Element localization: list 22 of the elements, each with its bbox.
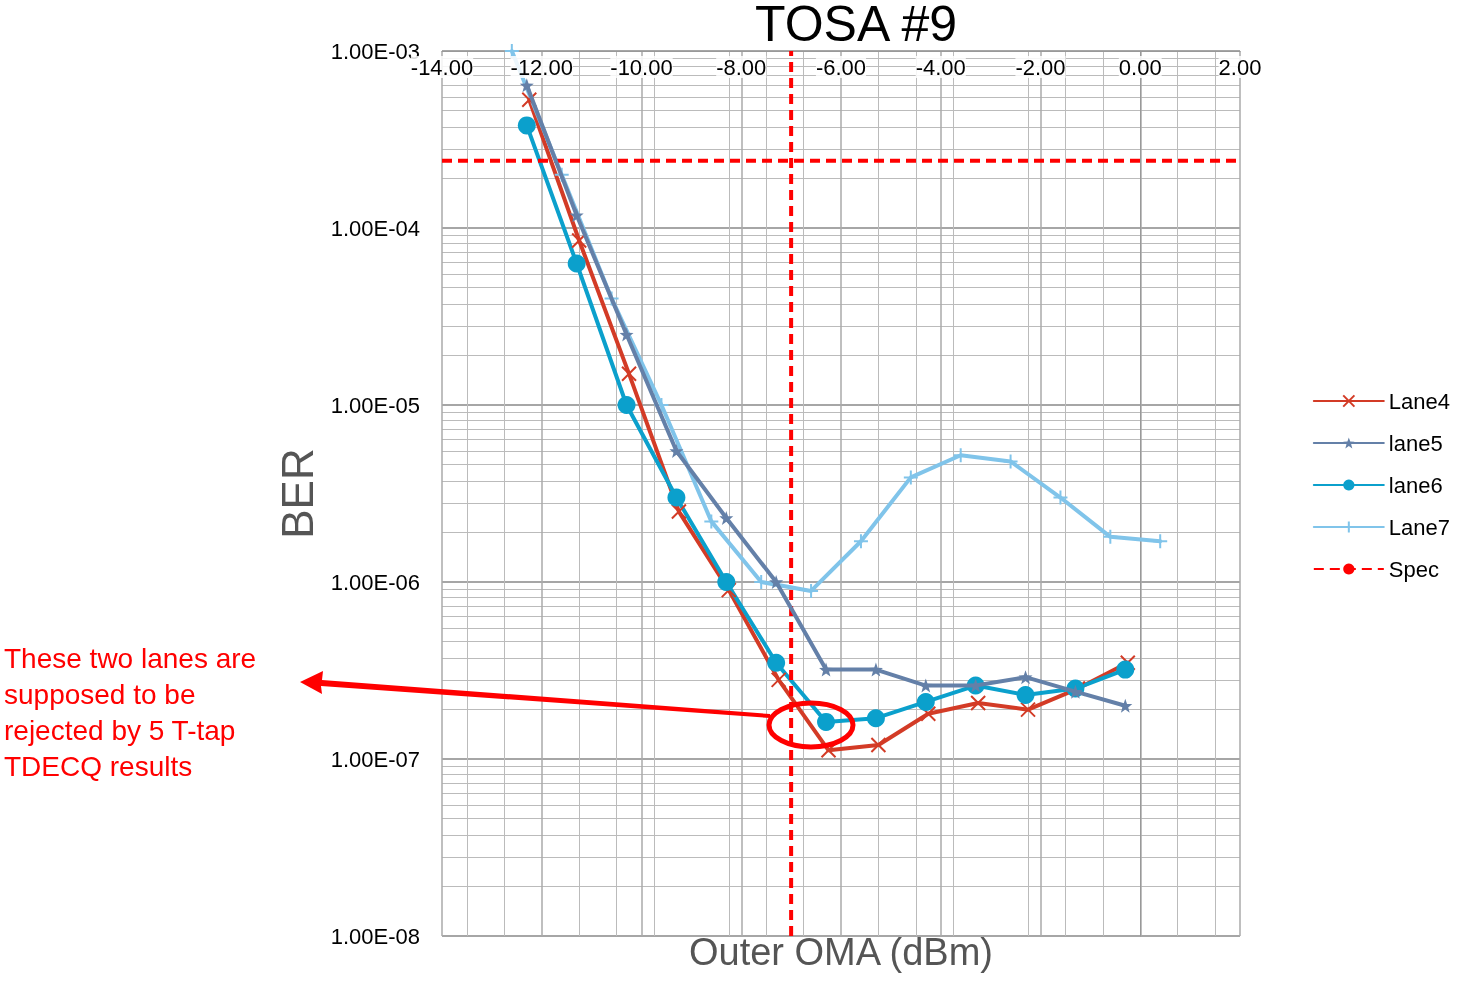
legend-label: Lane4 xyxy=(1388,388,1451,414)
y-axis-title: BER xyxy=(273,448,323,539)
x-tick-label: 0.00 xyxy=(1118,54,1162,80)
legend-label: lane5 xyxy=(1388,430,1443,456)
legend-label: Spec xyxy=(1388,556,1439,582)
x-tick-label: -2.00 xyxy=(1015,54,1066,80)
legend-label: Lane7 xyxy=(1388,514,1451,540)
x-tick-label: -4.00 xyxy=(915,54,966,80)
x-tick-label: -10.00 xyxy=(610,54,673,80)
x-tick-label: -8.00 xyxy=(716,54,767,80)
x-tick-label: -6.00 xyxy=(815,54,867,80)
y-tick-label: 1.00E-06 xyxy=(330,569,420,595)
chart-title: TOSA #9 xyxy=(755,0,957,52)
y-tick-label: 1.00E-07 xyxy=(330,746,420,772)
x-axis-title: Outer OMA (dBm) xyxy=(688,931,994,973)
x-tick-label: -12.00 xyxy=(510,54,573,80)
x-tick-label: 2.00 xyxy=(1218,54,1262,80)
y-tick-label: 1.00E-04 xyxy=(330,215,420,241)
y-tick-label: 1.00E-08 xyxy=(330,923,420,949)
y-tick-label: 1.00E-05 xyxy=(330,392,420,418)
text: These two lanes are supposed to be rejected by 5 T-tap TDECQ results xyxy=(4,642,258,784)
legend-label: lane6 xyxy=(1388,472,1443,498)
